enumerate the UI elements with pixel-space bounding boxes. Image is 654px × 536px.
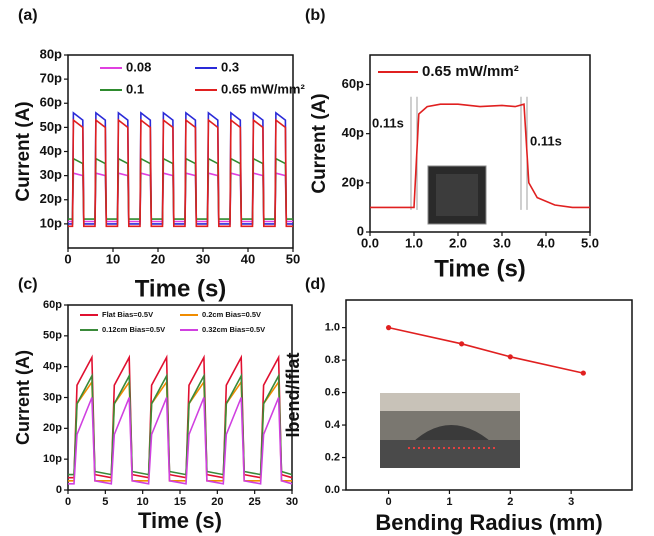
legend-label: 0.2cm Bias=0.5V	[202, 310, 261, 319]
x-tick-label: 3.0	[493, 235, 511, 250]
y-tick-label: 10p	[43, 453, 62, 465]
y-tick-label: 20p	[342, 174, 364, 189]
series-line	[370, 103, 590, 209]
x-tick-label: 30	[196, 251, 210, 266]
legend-label: 0.1	[126, 81, 144, 96]
y-tick-label: 0	[357, 223, 364, 238]
y-tick-label: 20p	[40, 191, 62, 206]
x-tick-label: 4.0	[537, 235, 555, 250]
x-tick-label: 2.0	[449, 235, 467, 250]
x-axis-label: Time (s)	[434, 255, 526, 282]
series-line	[68, 354, 293, 479]
x-tick-label: 5.0	[581, 235, 599, 250]
panel-label: (d)	[305, 276, 325, 293]
y-axis-label: Ibend/Iflat	[283, 352, 303, 437]
annotation: 0.11s	[372, 115, 404, 130]
y-axis-label: Current (A)	[13, 350, 33, 445]
y-tick-label: 70p	[40, 71, 62, 86]
annotation: 0.11s	[530, 133, 562, 148]
plot-frame	[345, 299, 633, 491]
y-tick-label: 40p	[40, 143, 62, 158]
legend-label: 0.08	[126, 59, 151, 74]
x-axis-label: Time (s)	[138, 508, 222, 533]
panel-label: (a)	[18, 7, 38, 24]
legend-label: 0.65 mW/mm²	[221, 81, 305, 96]
series-line	[68, 157, 293, 220]
x-tick-label: 15	[174, 496, 186, 508]
x-tick-label: 0	[386, 496, 392, 508]
y-tick-label: 10p	[40, 215, 62, 230]
x-tick-label: 25	[249, 496, 261, 508]
series-line	[68, 379, 292, 482]
legend-label: 0.32cm Bias=0.5V	[202, 325, 265, 334]
x-tick-label: 10	[137, 496, 149, 508]
y-tick-label: 60p	[43, 299, 62, 311]
y-tick-label: 50p	[43, 330, 62, 342]
x-tick-label: 10	[106, 251, 120, 266]
y-tick-label: 0.4	[325, 419, 341, 431]
y-tick-label: 40p	[43, 361, 62, 373]
x-axis-label: Bending Radius (mm)	[375, 510, 602, 535]
panel-label: (b)	[305, 7, 325, 24]
inset-photo-b	[427, 165, 487, 225]
y-tick-label: 1.0	[325, 322, 340, 334]
point	[580, 370, 586, 376]
y-tick-label: 0	[56, 484, 62, 496]
x-tick-label: 30	[286, 496, 298, 508]
legend-label: 0.3	[221, 59, 239, 74]
series-line	[388, 326, 584, 374]
x-tick-label: 1	[446, 496, 452, 508]
x-tick-label: 0	[64, 251, 71, 266]
y-tick-label: 0.6	[325, 386, 340, 398]
y-tick-label: 0.8	[325, 354, 340, 366]
x-tick-label: 0.0	[361, 235, 379, 250]
legend-label: 0.65 mW/mm²	[422, 63, 519, 80]
panel-label: (c)	[18, 276, 38, 293]
x-tick-label: 40	[241, 251, 255, 266]
x-tick-label: 50	[286, 251, 300, 266]
inset-photo-d	[380, 393, 520, 468]
legend-label: Flat Bias=0.5V	[102, 310, 153, 319]
y-tick-label: 30p	[43, 391, 62, 403]
x-tick-label: 2	[507, 496, 513, 508]
y-tick-label: 0.2	[325, 451, 340, 463]
y-axis-label: Current (A)	[309, 93, 330, 193]
series-line	[68, 372, 293, 476]
point	[385, 325, 392, 331]
series-line	[68, 172, 293, 223]
y-tick-label: 20p	[43, 422, 62, 434]
y-tick-label: 60p	[40, 95, 62, 110]
y-tick-label: 80p	[40, 46, 62, 61]
y-tick-label: 50p	[40, 119, 62, 134]
y-axis-label: Current (A)	[13, 101, 34, 201]
y-tick-label: 60p	[342, 76, 364, 91]
point	[507, 354, 513, 360]
y-tick-label: 0.0	[325, 484, 340, 496]
x-tick-label: 20	[151, 251, 165, 266]
x-axis-label: Time (s)	[135, 275, 227, 302]
x-tick-label: 0	[65, 496, 71, 508]
y-tick-label: 40p	[342, 125, 364, 140]
legend-label: 0.12cm Bias=0.5V	[102, 325, 165, 334]
x-tick-label: 20	[211, 496, 223, 508]
series-line	[68, 111, 293, 225]
plot-frame	[369, 54, 591, 233]
point	[459, 341, 465, 347]
x-tick-label: 1.0	[405, 235, 423, 250]
series-line	[68, 118, 293, 228]
x-tick-label: 3	[568, 496, 574, 508]
x-tick-label: 5	[102, 496, 108, 508]
series-line	[68, 397, 293, 485]
y-tick-label: 30p	[40, 167, 62, 182]
